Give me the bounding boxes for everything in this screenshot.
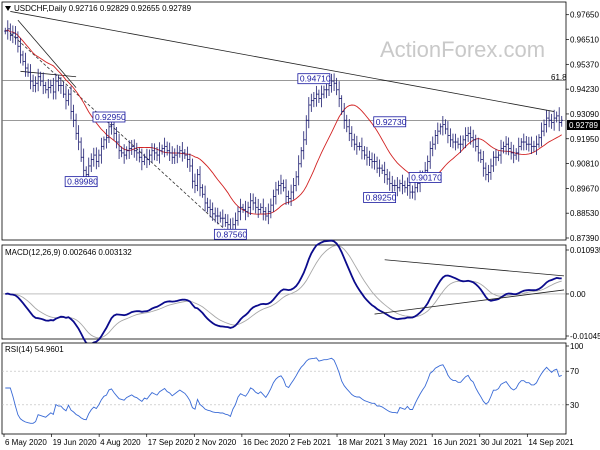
price-annotation-box — [64, 176, 98, 188]
date-tick-label: 16 Jun 2021 — [433, 438, 478, 447]
support-dashed-line — [10, 32, 234, 237]
price-tick-label: 0.97650 — [570, 11, 599, 20]
rsi-line — [5, 357, 562, 424]
price-annotation-label: 0.92730 — [376, 117, 407, 127]
macd-tick-label: 0.010935 — [570, 246, 600, 255]
price-tick-label: 0.96510 — [570, 36, 599, 45]
macd-tick-label: -0.010459 — [570, 332, 600, 341]
rsi-header: RSI(14) 54.9601 — [5, 345, 64, 354]
price-annotation-label: 0.92950 — [95, 112, 126, 122]
date-tick-label: 14 Sep 2021 — [528, 438, 574, 447]
date-tick-label: 6 May 2020 — [5, 438, 47, 447]
price-tick-label: 0.89670 — [570, 184, 599, 193]
moving-average-line — [5, 29, 562, 215]
date-tick-label: 2 Nov 2020 — [195, 438, 236, 447]
macd-lower-trendline — [374, 289, 565, 315]
resistance-trendline — [10, 11, 555, 112]
price-annotation-label: 0.87560 — [216, 229, 247, 239]
date-tick-label: 16 Dec 2020 — [243, 438, 289, 447]
watermark: ActionForex.com — [380, 37, 545, 62]
price-tick-label: 0.91950 — [570, 135, 599, 144]
rsi-y-axis: 100 70 30 — [566, 342, 584, 410]
price-annotation-box — [363, 192, 397, 203]
date-tick-label: 30 Jul 2021 — [481, 438, 523, 447]
fib-label: 61.8 — [551, 73, 567, 82]
price-annotation-box — [408, 172, 442, 183]
macd-header: MACD(12,26,9) 0.002646 0.003132 — [5, 248, 132, 257]
price-tick-label: 0.94230 — [570, 85, 599, 94]
price-annotation-box — [92, 111, 126, 123]
price-annotation-box — [297, 73, 331, 85]
price-annotation-box — [213, 228, 247, 240]
price-tick-label: 0.90810 — [570, 160, 599, 169]
macd-upper-trendline — [384, 259, 565, 277]
rsi-tick-label: 100 — [570, 342, 584, 351]
rsi-tick-label: 30 — [570, 401, 579, 410]
price-tick-label: 0.88530 — [570, 209, 599, 218]
date-tick-label: 4 Aug 2020 — [100, 438, 141, 447]
rsi-lines — [2, 357, 566, 424]
price-annotations: 0.94710 0.92950 0.89980 0.87560 0.92730 0.892… — [64, 73, 442, 240]
price-annotation-box — [373, 116, 407, 128]
rsi-panel: RSI(14) 54.9601 100 70 30 — [1, 342, 584, 435]
price-annotation-label: 0.89980 — [67, 177, 98, 187]
macd-panel: MACD(12,26,9) 0.002646 0.003132 0.010935… — [1, 239, 600, 346]
current-price-tag — [567, 120, 600, 130]
date-x-axis: 6 May 2020 19 Jun 2020 4 Aug 2020 17 Sep 20… — [3, 434, 574, 447]
price-candles — [3, 20, 564, 239]
macd-y-axis: 0.010935 0.00 -0.010459 — [566, 246, 600, 341]
collapse-triangle-icon[interactable] — [5, 6, 11, 11]
price-annotation-label: 0.94710 — [300, 74, 331, 84]
date-tick-label: 19 Jun 2020 — [53, 438, 98, 447]
price-header: USDCHF,Daily 0.92716 0.92829 0.92655 0.9… — [14, 4, 192, 13]
price-y-axis: 0.97650 0.96510 0.95370 0.94230 0.93090 0.919… — [566, 11, 599, 243]
price-annotation-label: 0.90170 — [411, 172, 442, 182]
date-tick-label: 3 May 2021 — [386, 438, 428, 447]
macd-tick-label: 0.00 — [570, 290, 586, 299]
date-tick-label: 18 Mar 2021 — [338, 438, 383, 447]
current-price-text: 0.92789 — [569, 121, 598, 130]
price-panel: ActionForex.com USDCHF,Daily 0.92716 0.9… — [1, 1, 600, 243]
date-tick-label: 17 Sep 2020 — [148, 438, 194, 447]
macd-lines — [2, 239, 566, 346]
rsi-tick-label: 70 — [570, 367, 579, 376]
price-tick-label: 0.87390 — [570, 234, 599, 243]
date-tick-label: 2 Feb 2021 — [290, 438, 331, 447]
price-tick-label: 0.93090 — [570, 110, 599, 119]
price-annotation-label: 0.89250 — [366, 193, 397, 203]
macd-main-line — [5, 239, 562, 346]
channel-upper-line — [17, 19, 77, 88]
price-tick-label: 0.95370 — [570, 60, 599, 69]
